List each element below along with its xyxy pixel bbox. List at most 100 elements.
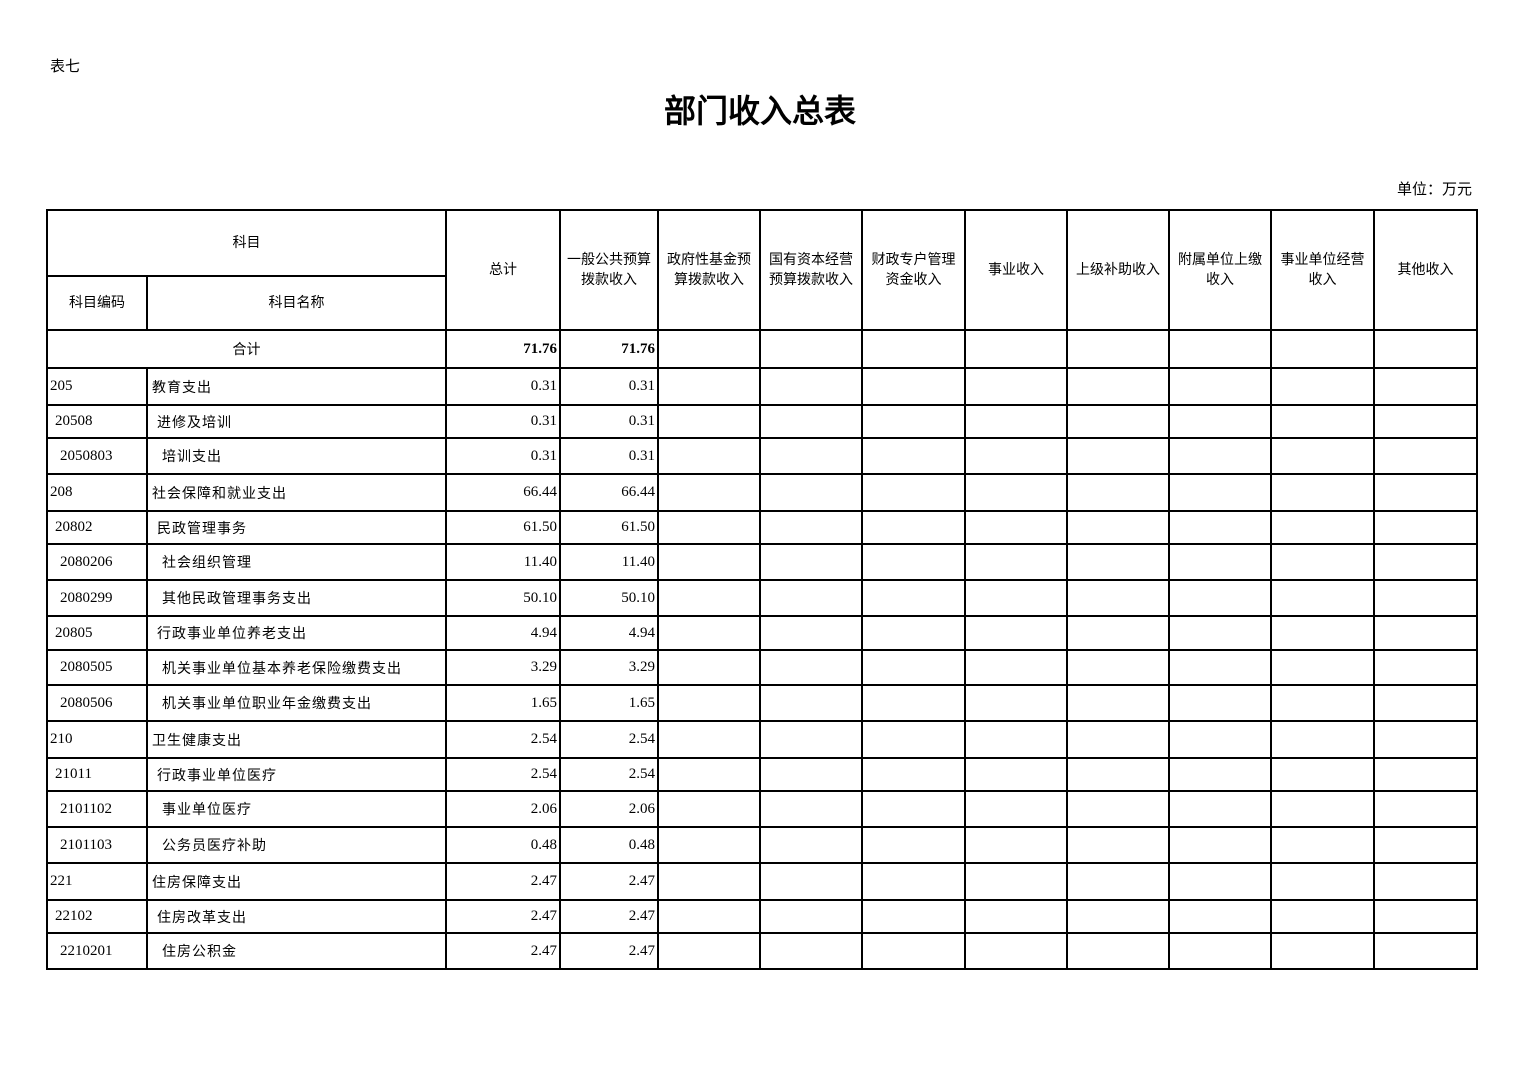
empty-cell [657, 826, 761, 864]
row-name: 社会组织管理 [146, 543, 447, 581]
empty-cell [861, 615, 966, 651]
empty-cell [1373, 862, 1478, 901]
empty-cell [1270, 826, 1375, 864]
row-name: 培训支出 [146, 437, 447, 475]
empty-cell [1066, 826, 1170, 864]
empty-cell [964, 615, 1068, 651]
row-code: 22102 [46, 899, 148, 934]
empty-cell [964, 790, 1068, 828]
row-code: 20802 [46, 510, 148, 545]
empty-cell [657, 649, 761, 686]
empty-cell [1168, 826, 1272, 864]
empty-cell [657, 510, 761, 545]
empty-cell [1270, 932, 1375, 970]
row-name: 行政事业单位养老支出 [146, 615, 447, 651]
empty-cell [1066, 615, 1170, 651]
row-code: 2080505 [46, 649, 148, 686]
header-name: 科目名称 [146, 275, 447, 331]
empty-cell [1168, 862, 1272, 901]
empty-cell [657, 932, 761, 970]
row-name: 住房保障支出 [146, 862, 447, 901]
empty-cell [759, 826, 863, 864]
empty-cell [759, 404, 863, 439]
row-name: 卫生健康支出 [146, 720, 447, 759]
row-code: 20508 [46, 404, 148, 439]
empty-cell [1270, 862, 1375, 901]
header-gov-fund: 政府性基金预算拨款收入 [657, 209, 761, 331]
table-row: 208 社会保障和就业支出 66.44 66.44 [46, 473, 1478, 512]
empty-cell [861, 684, 966, 722]
empty-cell [759, 790, 863, 828]
table-row: 2101103 公务员医疗补助 0.48 0.48 [46, 826, 1478, 864]
row-code: 2101103 [46, 826, 148, 864]
row-total: 4.94 [445, 615, 561, 651]
table-row: 221 住房保障支出 2.47 2.47 [46, 862, 1478, 901]
empty-cell [1270, 367, 1375, 406]
empty-cell [657, 790, 761, 828]
header-general: 一般公共预算拨款收入 [559, 209, 659, 331]
empty-cell [1270, 899, 1375, 934]
empty-cell [759, 579, 863, 617]
row-general: 0.31 [559, 404, 659, 439]
empty-cell [1168, 543, 1272, 581]
empty-cell [861, 899, 966, 934]
page-title: 部门收入总表 [663, 92, 856, 130]
empty-cell [964, 826, 1068, 864]
empty-cell [861, 579, 966, 617]
header-affiliated: 附属单位上缴收入 [1168, 209, 1272, 331]
empty-cell [759, 757, 863, 792]
row-total: 2.06 [445, 790, 561, 828]
empty-cell [861, 367, 966, 406]
row-general: 66.44 [559, 473, 659, 512]
empty-cell [861, 510, 966, 545]
empty-cell [759, 543, 863, 581]
row-general: 2.06 [559, 790, 659, 828]
row-total: 50.10 [445, 579, 561, 617]
total-label: 合计 [46, 329, 447, 369]
empty-cell [1270, 615, 1375, 651]
row-name: 住房公积金 [146, 932, 447, 970]
row-code: 210 [46, 720, 148, 759]
empty-cell [1270, 473, 1375, 512]
header-business: 事业收入 [964, 209, 1068, 331]
empty-cell [861, 826, 966, 864]
row-general: 2.54 [559, 757, 659, 792]
empty-cell [1066, 510, 1170, 545]
empty-cell [964, 579, 1068, 617]
empty-cell [759, 932, 863, 970]
row-code: 221 [46, 862, 148, 901]
row-general: 0.31 [559, 437, 659, 475]
row-total: 2.54 [445, 720, 561, 759]
row-general: 4.94 [559, 615, 659, 651]
empty-cell [861, 720, 966, 759]
empty-cell [1168, 510, 1272, 545]
table-row: 2080299 其他民政管理事务支出 50.10 50.10 [46, 579, 1478, 617]
empty-cell [657, 473, 761, 512]
empty-cell [1270, 720, 1375, 759]
empty-cell [1270, 543, 1375, 581]
empty-cell [759, 649, 863, 686]
empty-cell [1270, 510, 1375, 545]
table-row: 2210201 住房公积金 2.47 2.47 [46, 932, 1478, 970]
empty-cell [1168, 579, 1272, 617]
empty-cell [964, 404, 1068, 439]
table-row: 20508 进修及培训 0.31 0.31 [46, 404, 1478, 439]
empty-cell [1373, 367, 1478, 406]
empty-cell [861, 757, 966, 792]
row-total: 2.47 [445, 862, 561, 901]
empty-cell [759, 684, 863, 722]
empty-cell [1066, 437, 1170, 475]
empty-cell [1373, 684, 1478, 722]
empty-cell [1168, 684, 1272, 722]
row-code: 2101102 [46, 790, 148, 828]
empty-cell [1270, 684, 1375, 722]
table-row: 2080506 机关事业单位职业年金缴费支出 1.65 1.65 [46, 684, 1478, 722]
empty-cell [657, 367, 761, 406]
row-name: 机关事业单位职业年金缴费支出 [146, 684, 447, 722]
empty-cell [964, 899, 1068, 934]
row-total: 1.65 [445, 684, 561, 722]
empty-cell [759, 437, 863, 475]
empty-cell [861, 932, 966, 970]
empty-cell [1373, 510, 1478, 545]
empty-cell [1373, 543, 1478, 581]
